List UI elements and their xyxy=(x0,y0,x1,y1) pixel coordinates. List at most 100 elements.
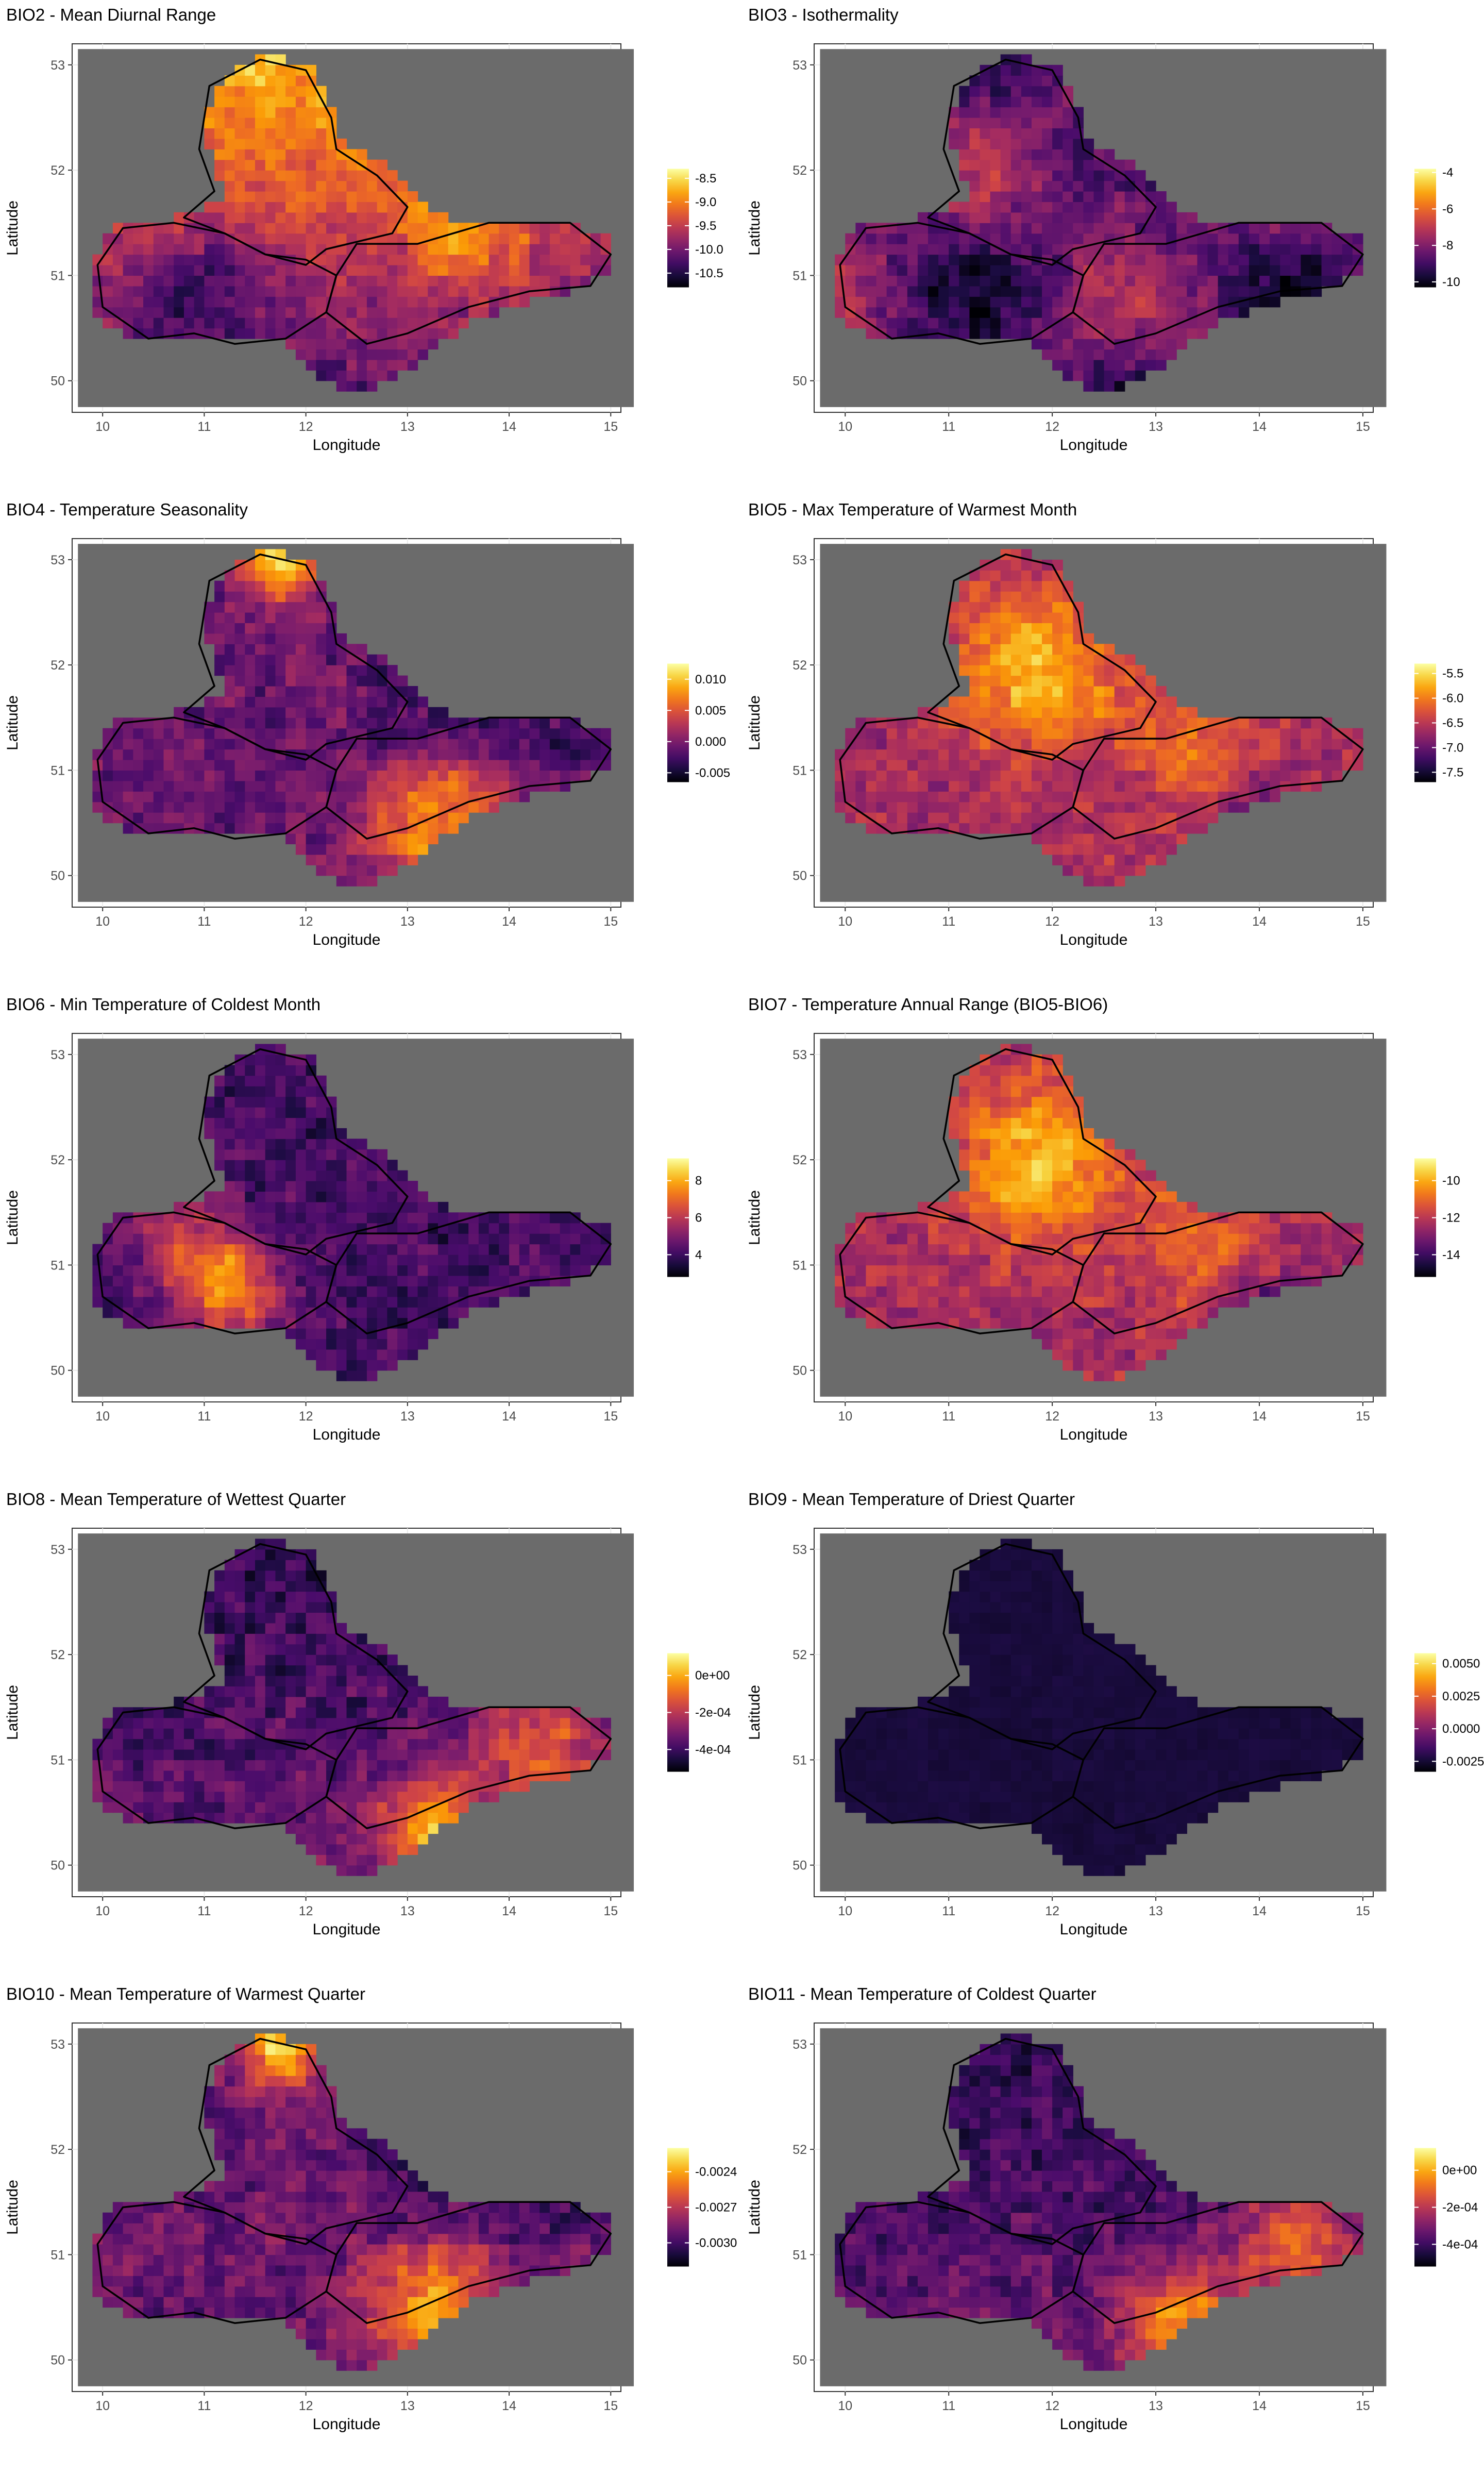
raster-cell xyxy=(438,223,449,234)
raster-cell xyxy=(570,749,581,760)
raster-cell xyxy=(214,707,225,718)
raster-cell xyxy=(438,760,449,771)
raster-cell xyxy=(306,307,316,318)
raster-cell xyxy=(174,254,184,265)
raster-cell xyxy=(306,696,316,708)
raster-cell xyxy=(1083,801,1094,813)
raster-cell xyxy=(214,633,225,644)
y-tick-label: 51 xyxy=(792,269,807,283)
raster-cell xyxy=(316,1244,327,1255)
raster-cell xyxy=(346,717,357,729)
raster-cell xyxy=(1093,665,1105,676)
raster-cell xyxy=(1166,1286,1177,1297)
raster-cell xyxy=(1083,654,1094,665)
raster-cell xyxy=(1228,760,1239,771)
raster-cell xyxy=(428,1317,439,1329)
raster-cell xyxy=(174,780,184,792)
raster-cell xyxy=(969,1065,981,1076)
raster-cell xyxy=(1042,801,1053,813)
raster-cell xyxy=(855,801,867,813)
raster-cell xyxy=(468,233,479,244)
raster-cell xyxy=(1249,739,1260,750)
raster-cell xyxy=(255,760,266,771)
raster-cell xyxy=(387,865,398,876)
raster-cell xyxy=(346,180,357,192)
raster-cell xyxy=(499,728,510,739)
raster-cell xyxy=(1207,233,1219,244)
raster-cell xyxy=(204,1107,215,1118)
raster-cell xyxy=(1104,1160,1115,1171)
raster-cell xyxy=(1052,623,1063,634)
raster-cell xyxy=(835,801,846,813)
raster-cell xyxy=(835,275,846,287)
raster-cell xyxy=(103,728,113,739)
raster-cell xyxy=(855,1244,867,1255)
raster-cell xyxy=(214,1191,225,1202)
raster-cell xyxy=(488,1296,499,1308)
raster-cell xyxy=(1031,75,1042,87)
raster-cell xyxy=(1052,633,1063,644)
raster-cell xyxy=(163,223,174,234)
raster-cell xyxy=(143,286,154,297)
raster-cell xyxy=(1166,1255,1177,1266)
raster-cell xyxy=(366,1212,378,1224)
raster-cell xyxy=(306,559,316,571)
raster-cell xyxy=(326,865,337,876)
raster-cell xyxy=(1073,665,1084,676)
raster-cell xyxy=(990,580,1001,592)
raster-cell xyxy=(1176,1275,1187,1286)
raster-cell xyxy=(1301,286,1312,297)
raster-cell xyxy=(397,339,408,350)
raster-cell xyxy=(133,1255,144,1266)
raster-cell xyxy=(234,1170,245,1181)
raster-cell xyxy=(357,349,367,360)
raster-cell xyxy=(103,296,113,308)
raster-cell xyxy=(306,1181,316,1192)
raster-cell xyxy=(855,1286,867,1297)
raster-cell xyxy=(959,1128,970,1139)
raster-cell xyxy=(1052,339,1063,350)
raster-cell xyxy=(917,1286,929,1297)
raster-cell xyxy=(397,1223,408,1234)
raster-cell xyxy=(1093,307,1105,318)
raster-cell xyxy=(969,791,981,803)
raster-cell xyxy=(969,623,981,634)
raster-cell xyxy=(1093,1360,1105,1371)
raster-cell xyxy=(855,739,867,750)
raster-cell xyxy=(214,823,225,834)
raster-cell xyxy=(928,780,939,792)
raster-cell xyxy=(1031,244,1042,255)
raster-cell xyxy=(1228,770,1239,781)
raster-cell xyxy=(499,286,510,297)
raster-cell xyxy=(1259,1286,1270,1297)
raster-cell xyxy=(928,233,939,244)
raster-cell xyxy=(897,1255,908,1266)
raster-cell xyxy=(123,233,133,244)
x-tick-label: 14 xyxy=(1252,1409,1267,1424)
raster-cell xyxy=(163,728,174,739)
raster-cell xyxy=(1031,1160,1042,1171)
raster-cell xyxy=(1249,1223,1260,1234)
raster-cell xyxy=(1010,118,1022,129)
raster-cell xyxy=(295,339,307,350)
raster-cell xyxy=(265,296,276,308)
raster-cell xyxy=(938,1296,949,1308)
raster-cell xyxy=(1156,296,1167,308)
raster-cell xyxy=(1000,654,1011,665)
raster-cell xyxy=(245,591,256,603)
raster-cell xyxy=(1052,86,1063,97)
raster-cell xyxy=(1073,328,1084,339)
raster-cell xyxy=(1114,296,1125,308)
raster-cell xyxy=(1042,1139,1053,1150)
raster-cell xyxy=(969,812,981,824)
raster-cell xyxy=(1073,707,1084,718)
raster-cell xyxy=(275,1065,286,1076)
raster-cell xyxy=(306,138,316,149)
raster-cell xyxy=(417,780,428,792)
raster-cell xyxy=(1166,1265,1177,1276)
raster-cell xyxy=(1052,728,1063,739)
raster-cell xyxy=(438,1233,449,1245)
raster-cell xyxy=(357,1360,367,1371)
raster-cell xyxy=(1187,770,1198,781)
raster-cell xyxy=(133,780,144,792)
